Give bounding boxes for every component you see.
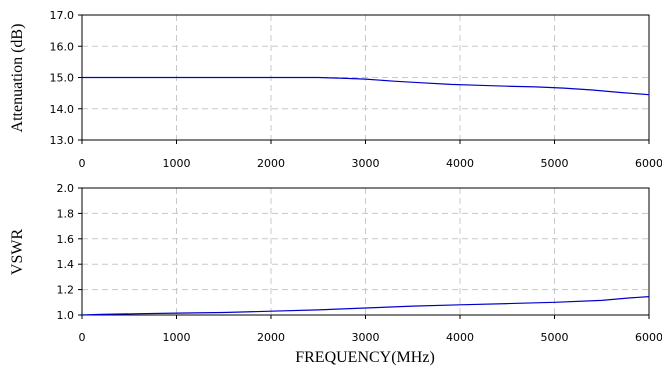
y-tick-label: 1.6 [57, 233, 75, 246]
x-tick-label: 2000 [257, 331, 285, 344]
y-tick-label: 1.0 [57, 309, 75, 322]
y-tick-label: 14.0 [50, 103, 75, 116]
vswr-panel: 1.0 1.2 1.4 1.6 1.8 2.0 0 1000 2000 3000 4000 5000 6… [9, 182, 662, 344]
x-tick-label: 6000 [635, 331, 662, 344]
y-tick-label: 13.0 [50, 134, 75, 147]
y-tick-label: 16.0 [50, 40, 75, 53]
x-tick-label: 0 [79, 157, 86, 170]
y-tick-label: 17.0 [50, 9, 75, 22]
x-axis-label: FREQUENCY(MHz) [295, 349, 435, 366]
y-tick-label: 2.0 [57, 182, 75, 195]
attenuation-panel: 13.0 14.0 15.0 16.0 17.0 0 1000 2000 3000 4000 500… [9, 9, 662, 170]
x-tick-label: 4000 [446, 157, 474, 170]
y-axis-label: Attenuation (dB) [9, 24, 26, 133]
x-tick-label: 4000 [446, 331, 474, 344]
x-tick-label: 1000 [163, 331, 191, 344]
x-tick-label: 1000 [163, 157, 191, 170]
y-tick-label: 15.0 [50, 72, 75, 85]
x-tick-label: 5000 [541, 157, 569, 170]
x-tick-label: 5000 [541, 331, 569, 344]
x-tick-label: 0 [79, 331, 86, 344]
x-tick-label: 2000 [257, 157, 285, 170]
x-tick-label: 3000 [352, 331, 380, 344]
series-line [82, 76, 650, 96]
series-line [81, 296, 650, 316]
y-axis-label: VSWR [9, 229, 26, 276]
y-tick-label: 1.2 [57, 284, 75, 297]
y-tick-label: 1.4 [57, 258, 75, 271]
x-tick-label: 3000 [352, 157, 380, 170]
y-tick-label: 1.8 [57, 207, 75, 220]
x-tick-label: 6000 [635, 157, 662, 170]
